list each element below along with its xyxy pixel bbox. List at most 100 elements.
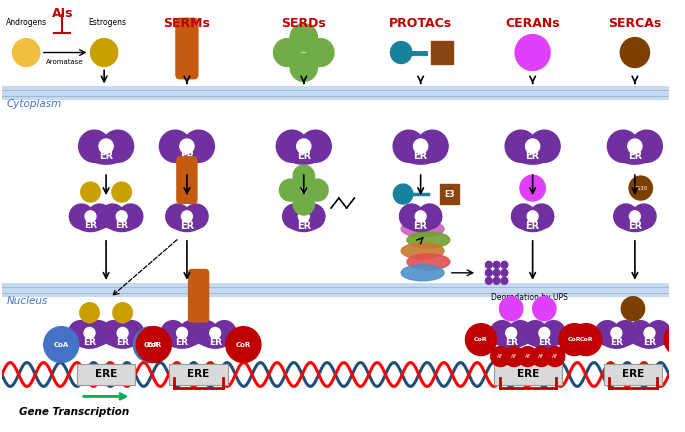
Ellipse shape [75,213,106,232]
Text: CERANs: CERANs [506,17,560,30]
Circle shape [117,327,128,339]
Circle shape [297,139,311,153]
FancyBboxPatch shape [603,363,662,385]
Circle shape [179,321,203,345]
Circle shape [418,204,442,229]
Circle shape [613,321,638,345]
Circle shape [212,321,236,345]
Ellipse shape [171,213,203,232]
Circle shape [611,327,622,339]
Circle shape [527,211,538,222]
Circle shape [307,179,328,201]
Circle shape [629,176,652,200]
Text: AF: AF [538,354,545,359]
Text: CoR: CoR [568,337,582,342]
Text: ER: ER [297,151,311,161]
Circle shape [279,179,301,201]
Text: ERE: ERE [622,369,644,379]
Circle shape [664,324,685,356]
Circle shape [102,130,134,162]
Circle shape [113,303,132,323]
Text: SERMs: SERMs [164,17,210,30]
Circle shape [416,130,448,162]
FancyBboxPatch shape [77,363,136,385]
Ellipse shape [401,221,444,237]
Text: CS30: CS30 [634,186,648,191]
FancyBboxPatch shape [169,363,228,385]
Circle shape [112,182,132,202]
Circle shape [182,211,192,222]
Circle shape [69,204,94,229]
Circle shape [414,139,427,153]
Circle shape [79,130,110,162]
Ellipse shape [517,213,548,232]
Circle shape [160,130,191,162]
Circle shape [630,211,640,222]
Text: ER: ER [610,338,623,347]
Ellipse shape [634,329,665,348]
Text: ER: ER [84,222,97,230]
Circle shape [545,346,564,366]
Circle shape [301,204,325,229]
Ellipse shape [401,243,444,259]
Text: CoA: CoA [143,342,158,348]
Ellipse shape [86,140,126,164]
Text: CoR: CoR [673,337,685,342]
Circle shape [571,324,602,356]
Circle shape [136,327,171,362]
Circle shape [621,297,645,321]
Circle shape [493,277,500,284]
Circle shape [84,327,95,339]
Text: Cytoplasm: Cytoplasm [7,99,62,109]
Text: AF: AF [497,354,503,359]
FancyBboxPatch shape [176,156,198,204]
Circle shape [493,261,500,268]
Circle shape [293,165,314,187]
Circle shape [88,204,112,229]
Circle shape [525,139,540,153]
Text: ERE: ERE [516,369,539,379]
Circle shape [608,130,639,162]
Circle shape [79,303,99,323]
Circle shape [68,321,92,345]
Circle shape [307,38,334,67]
Circle shape [134,327,169,362]
Ellipse shape [614,140,655,164]
Text: Estrogens: Estrogens [88,18,126,27]
Text: Androgens: Androgens [5,18,47,27]
Text: ER: ER [99,151,113,161]
Circle shape [559,324,590,356]
Text: Nucleus: Nucleus [7,296,48,306]
Circle shape [12,38,40,67]
Circle shape [90,38,118,67]
Circle shape [290,54,317,82]
Circle shape [501,277,508,284]
Circle shape [393,184,413,204]
Text: ER: ER [628,221,642,231]
Circle shape [530,204,553,229]
Text: ER: ER [414,221,427,231]
Circle shape [490,321,514,345]
Circle shape [520,175,545,201]
Circle shape [101,204,125,229]
Text: CoA: CoA [53,342,69,348]
Circle shape [486,277,493,284]
Circle shape [161,321,185,345]
Text: ER: ER [538,338,551,347]
Ellipse shape [407,254,450,270]
FancyBboxPatch shape [188,269,210,323]
Circle shape [621,38,649,67]
Text: SERCAs: SERCAs [608,17,662,30]
Circle shape [529,130,560,162]
Circle shape [86,321,111,345]
Ellipse shape [166,329,198,348]
Ellipse shape [199,329,231,348]
Text: ER: ER [628,151,642,161]
Circle shape [512,204,536,229]
Circle shape [532,346,551,366]
Circle shape [486,261,493,268]
Circle shape [523,321,547,345]
Text: E3: E3 [445,190,455,199]
Circle shape [210,327,221,339]
Ellipse shape [512,140,553,164]
